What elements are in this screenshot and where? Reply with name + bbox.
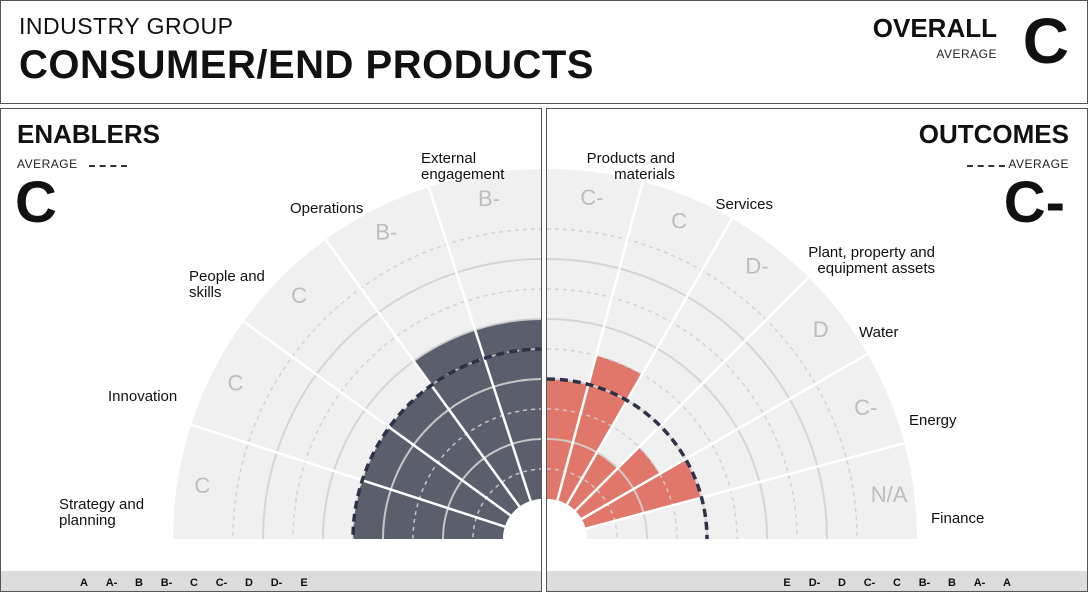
ring-7 bbox=[292, 288, 541, 540]
outcomes-chart: C- C D- D C- N/A Products and materials Services… bbox=[547, 150, 1087, 591]
enablers-chart: B- B- C C C Strategy and planning Innovation Peo… bbox=[1, 150, 541, 591]
bar-innovation bbox=[413, 329, 531, 507]
scale-label: A bbox=[80, 577, 88, 589]
enablers-panel: B- B- C C C Strategy and planning Innovation Peo… bbox=[0, 108, 542, 592]
bar-people-and-skills bbox=[389, 385, 520, 516]
sector-grade-plant-property-and-equipment-assets: D- bbox=[745, 253, 768, 278]
header-panel: INDUSTRY GROUP CONSUMER/END PRODUCTS OVE… bbox=[0, 0, 1088, 104]
industry-group-label: INDUSTRY GROUP bbox=[19, 13, 234, 39]
overall-title: OVERALL bbox=[872, 13, 997, 43]
bar-external-engagement bbox=[353, 480, 505, 539]
scale-label: A- bbox=[974, 577, 986, 589]
sector-divider bbox=[426, 184, 532, 502]
sector-divider bbox=[565, 216, 735, 505]
sector-bg-finance bbox=[585, 443, 917, 539]
category-label-plant-property-and-equipment-assets: Plant, property and equipment assets bbox=[808, 244, 935, 277]
sector-divider bbox=[241, 319, 512, 517]
scale-label: B bbox=[948, 577, 956, 589]
scale-label: D bbox=[245, 577, 253, 589]
outcomes-average-label: AVERAGE bbox=[1008, 157, 1069, 171]
category-label-finance: Finance bbox=[931, 510, 984, 527]
sector-divider bbox=[574, 275, 811, 512]
category-label-services: Services bbox=[715, 196, 773, 213]
sector-divider bbox=[581, 351, 870, 521]
category-label-innovation: Innovation bbox=[108, 388, 177, 405]
scale-label: B- bbox=[919, 577, 931, 589]
sector-grade-products-and-materials: C- bbox=[580, 185, 603, 210]
center-hole bbox=[503, 499, 541, 579]
average-arc bbox=[351, 347, 541, 540]
category-label-people-and-skills: People and skills bbox=[189, 268, 265, 301]
scale-bar bbox=[547, 571, 1087, 591]
category-label-operations: Operations bbox=[290, 200, 363, 217]
scale-label: D- bbox=[809, 577, 821, 589]
enablers-plot: B- B- C C C Strategy and planning Innovation Peo… bbox=[59, 150, 541, 579]
scale-label: A bbox=[1003, 577, 1011, 589]
ring-3 bbox=[547, 408, 678, 540]
ring-8 bbox=[262, 258, 541, 540]
ring-7 bbox=[547, 288, 798, 540]
ring-3 bbox=[412, 408, 541, 540]
category-label-water: Water bbox=[859, 324, 898, 341]
scale-label: C- bbox=[864, 577, 876, 589]
sector-grade-water: D bbox=[813, 317, 829, 342]
sector-grade-services: C bbox=[671, 208, 687, 233]
overall-average-label: AVERAGE bbox=[936, 47, 997, 61]
scale-bar bbox=[1, 571, 541, 591]
overall-grade: C bbox=[1022, 5, 1069, 77]
sector-grade-finance: N/A bbox=[871, 482, 908, 507]
enablers-average-legend-line bbox=[89, 165, 127, 167]
sector-grade-people-and-skills: C bbox=[291, 283, 307, 308]
bar-plant-property-and-equipment-assets bbox=[567, 452, 618, 511]
scale-label: B- bbox=[161, 577, 173, 589]
outcomes-average-legend-line bbox=[967, 165, 1005, 167]
scale-label: C bbox=[190, 577, 198, 589]
outcomes-panel: C- C D- D C- N/A Products and materials Services… bbox=[546, 108, 1088, 592]
ring-1 bbox=[472, 468, 541, 540]
sector-grade-external-engagement: C bbox=[194, 473, 210, 498]
scale-label: B bbox=[135, 577, 143, 589]
sector-divider bbox=[323, 237, 521, 508]
category-label-products-and-materials: Products and materials bbox=[587, 150, 675, 183]
sector-grade-strategy-and-planning: B- bbox=[478, 186, 500, 211]
scale-label: D- bbox=[271, 577, 283, 589]
enablers-grade: C bbox=[15, 170, 57, 235]
enablers-average-label: AVERAGE bbox=[17, 157, 78, 171]
bar-strategy-and-planning bbox=[475, 319, 541, 501]
sector-grade-operations: C bbox=[228, 370, 244, 395]
ring-6 bbox=[322, 318, 541, 540]
ring-9 bbox=[232, 228, 541, 540]
sector-grade-energy: C- bbox=[854, 395, 877, 420]
scale-label: D bbox=[838, 577, 846, 589]
category-label-external-engagement: External engagement bbox=[421, 150, 505, 183]
category-label-energy: Energy bbox=[909, 412, 957, 429]
scale-label: A- bbox=[106, 577, 118, 589]
sector-divider bbox=[585, 441, 907, 530]
ring-2 bbox=[442, 438, 541, 540]
outcomes-title: OUTCOMES bbox=[918, 119, 1069, 149]
ring-1 bbox=[547, 468, 618, 540]
scale-label: E bbox=[783, 577, 790, 589]
category-label-strategy-and-planning: Strategy and planning bbox=[59, 496, 144, 529]
sector-grade-innovation: B- bbox=[375, 220, 397, 245]
ring-4 bbox=[382, 378, 541, 540]
outcomes-plot: C- C D- D C- N/A Products and materials Services… bbox=[547, 150, 984, 579]
sector-bg-plant-property-and-equipment-assets bbox=[567, 218, 809, 511]
ring-5 bbox=[547, 348, 738, 540]
bar-water bbox=[575, 447, 660, 519]
sector-divider bbox=[556, 179, 645, 501]
scale-label: C- bbox=[216, 577, 228, 589]
sector-divider bbox=[188, 422, 506, 528]
bar-services bbox=[557, 355, 642, 505]
center-hole bbox=[547, 499, 587, 579]
scale-label: E bbox=[300, 577, 307, 589]
scale-label: C bbox=[893, 577, 901, 589]
enablers-title: ENABLERS bbox=[17, 119, 161, 149]
outcomes-grade: C- bbox=[1003, 170, 1065, 235]
bar-operations bbox=[362, 427, 511, 527]
industry-group-name: CONSUMER/END PRODUCTS bbox=[19, 43, 594, 87]
